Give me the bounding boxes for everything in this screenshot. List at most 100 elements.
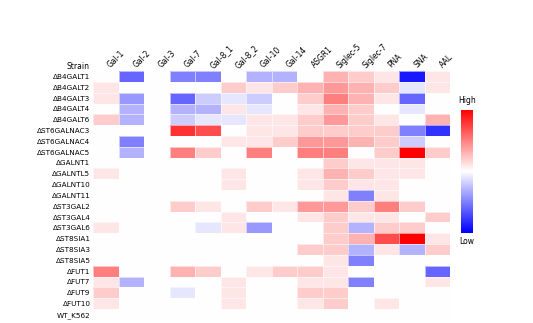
Bar [195,287,221,298]
Bar [93,179,119,190]
Bar [297,103,323,114]
Bar [323,190,349,201]
Bar [246,190,272,201]
Bar [297,71,323,82]
Bar [119,114,144,125]
Bar [323,309,349,320]
Bar [349,114,374,125]
Bar [374,298,399,309]
Bar [246,309,272,320]
Bar [323,168,349,179]
Bar [349,125,374,136]
Bar [119,309,144,320]
Bar [399,82,425,93]
Bar [119,190,144,201]
Bar [119,136,144,147]
Bar [93,244,119,255]
Bar [93,158,119,168]
Bar [144,114,170,125]
Bar [170,82,195,93]
Bar [144,212,170,223]
Bar [425,179,450,190]
Bar [425,298,450,309]
Bar [195,125,221,136]
Bar [374,244,399,255]
Bar [272,298,297,309]
Text: Strain: Strain [67,62,90,71]
Bar [144,287,170,298]
Bar [323,201,349,212]
Bar [144,266,170,276]
Bar [272,201,297,212]
Bar [399,114,425,125]
Bar [374,255,399,266]
Bar [297,223,323,233]
Bar [297,168,323,179]
Bar [374,179,399,190]
Bar [119,179,144,190]
Bar [374,93,399,103]
Bar [399,287,425,298]
Bar [93,136,119,147]
Bar [170,233,195,244]
Bar [246,179,272,190]
Bar [297,93,323,103]
Bar [170,103,195,114]
Bar [246,201,272,212]
Bar [297,114,323,125]
Bar [399,82,425,93]
Bar [170,266,195,276]
Bar [195,255,221,266]
Bar [399,255,425,266]
Bar [425,266,450,276]
Bar [119,125,144,136]
Bar [144,179,170,190]
Bar [170,114,195,125]
Bar [246,276,272,287]
Bar [195,233,221,244]
Bar [144,266,170,276]
Bar [349,276,374,287]
Bar [297,125,323,136]
Bar [297,103,323,114]
Bar [399,93,425,103]
Bar [399,266,425,276]
Bar [144,255,170,266]
Bar [195,233,221,244]
Bar [144,201,170,212]
Bar [349,71,374,82]
Bar [425,93,450,103]
Bar [246,114,272,125]
Bar [323,255,349,266]
Bar [144,298,170,309]
Bar [93,125,119,136]
Bar [246,71,272,82]
Bar [119,255,144,266]
Bar [170,136,195,147]
Bar [374,212,399,223]
Bar [272,136,297,147]
Bar [272,179,297,190]
Bar [399,190,425,201]
Bar [297,93,323,103]
Bar [93,309,119,320]
Bar [170,255,195,266]
Bar [272,309,297,320]
Bar [221,298,246,309]
Bar [246,71,272,82]
Bar [399,201,425,212]
Bar [323,201,349,212]
Bar [374,147,399,158]
Bar [374,266,399,276]
Bar [170,276,195,287]
Bar [93,298,119,309]
Bar [144,233,170,244]
Bar [399,255,425,266]
Bar [221,103,246,114]
Bar [144,147,170,158]
Bar [399,71,425,82]
Bar [93,276,119,287]
Bar [144,244,170,255]
Bar [399,158,425,168]
Bar [425,201,450,212]
